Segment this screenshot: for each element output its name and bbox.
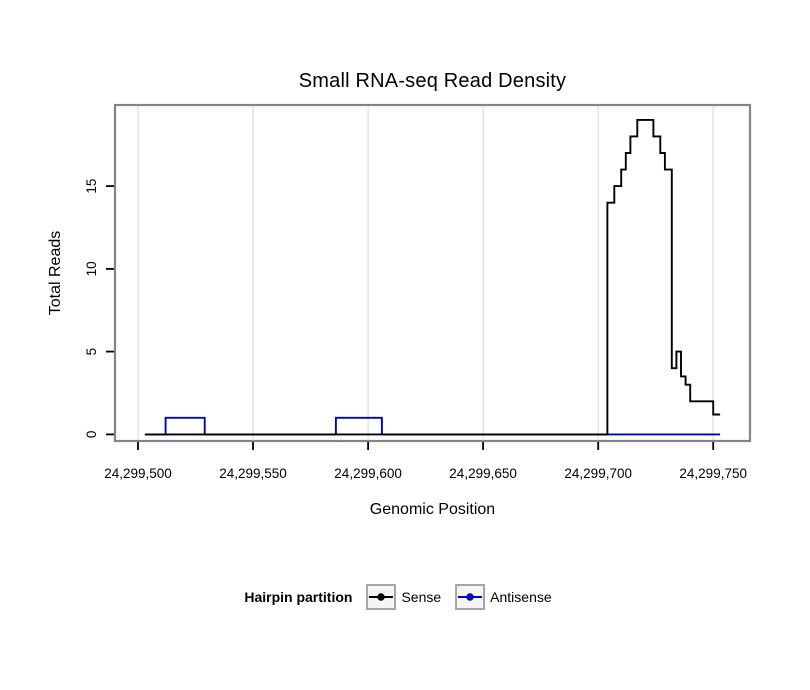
x-tick-label: 24,299,550 [219, 466, 287, 481]
line-point-icon [369, 593, 394, 601]
x-tick-label: 24,299,600 [334, 466, 402, 481]
legend-title: Hairpin partition [244, 589, 353, 605]
legend-label-sense: Sense [401, 589, 442, 605]
y-tick-label: 5 [84, 348, 99, 356]
y-tick-label: 0 [84, 431, 99, 439]
series-line-sense [144, 118, 721, 436]
panel-border [113, 103, 752, 443]
series-line-antisense [144, 416, 721, 436]
line-point-icon [458, 593, 483, 601]
x-tick-label: 24,299,750 [679, 466, 747, 481]
legend: Hairpin partition Sense Antisense [0, 582, 810, 612]
antisense-legend-key-icon [455, 584, 486, 610]
x-tick-label: 24,299,700 [564, 466, 632, 481]
y-tick-label: 10 [84, 261, 99, 276]
chart-title: Small RNA-seq Read Density [298, 70, 567, 92]
legend-label-antisense: Antisense [490, 589, 552, 605]
x-axis-title: Genomic Position [369, 501, 496, 518]
sense-legend-key-icon [366, 584, 397, 610]
x-tick-label: 24,299,500 [104, 466, 172, 481]
y-axis-title: Total Reads [47, 230, 64, 316]
x-tick-label: 24,299,650 [449, 466, 517, 481]
y-tick-label: 15 [84, 179, 99, 194]
